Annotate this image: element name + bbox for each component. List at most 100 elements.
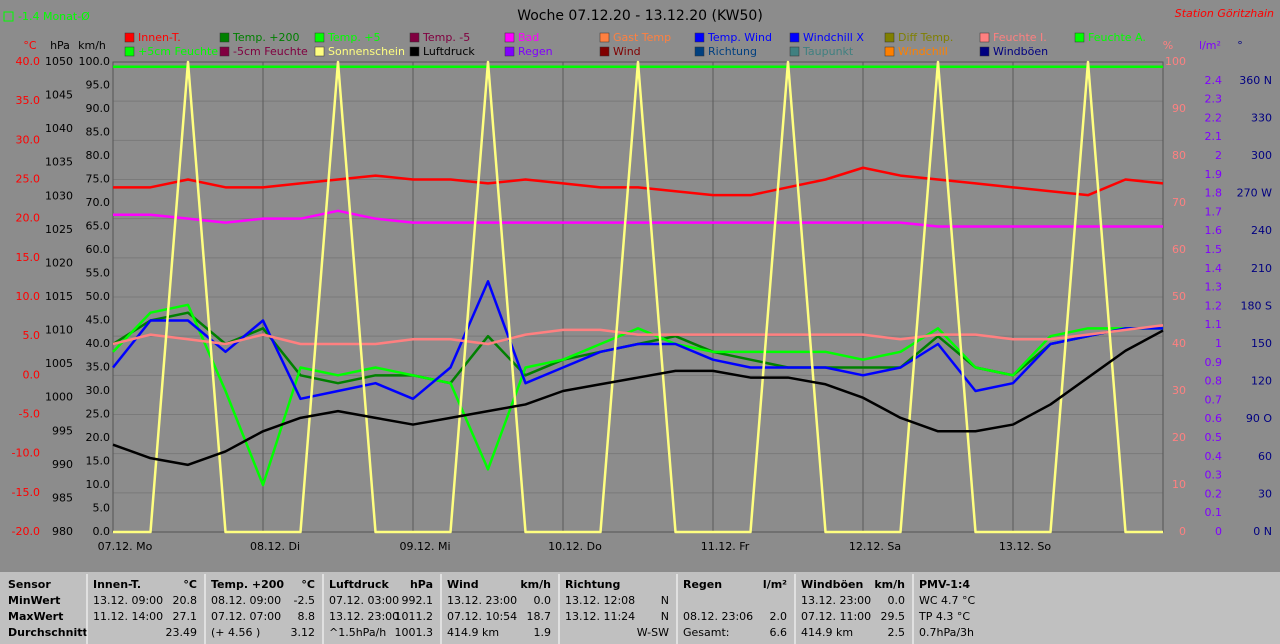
- y-tick-label: 55.0: [86, 267, 111, 280]
- y-tick-label: 15.0: [16, 251, 41, 264]
- cell: 2.5: [888, 626, 906, 639]
- y-tick-label: 270 W: [1237, 187, 1272, 200]
- legend-label: Richtung: [708, 45, 757, 58]
- y-tick-label: 300: [1251, 149, 1272, 162]
- y-tick-label: 25.0: [16, 173, 41, 186]
- legend-swatch: [124, 32, 135, 43]
- legend-swatch: [884, 32, 895, 43]
- y-tick-label: 0: [1215, 525, 1222, 538]
- column-title: Innen-T.: [93, 578, 141, 591]
- y-tick-label: 35.0: [16, 94, 41, 107]
- y-tick-label: 0.3: [1205, 469, 1223, 482]
- cell: 0.0: [888, 594, 906, 607]
- y-tick-label: 1035: [45, 156, 73, 169]
- x-tick-label: 13.12. So: [999, 540, 1051, 553]
- y-tick-label: 1.6: [1205, 224, 1223, 237]
- y-tick-label: 70: [1172, 196, 1186, 209]
- y-tick-label: 0.6: [1205, 412, 1223, 425]
- y-tick-label: 1015: [45, 290, 73, 303]
- cell: 1001.3: [395, 626, 434, 639]
- cell: N: [661, 594, 669, 607]
- legend-label: -5cm Feuchte: [233, 45, 308, 58]
- y-tick-label: 0.9: [1205, 356, 1223, 369]
- cell: 11.12. 14:00: [93, 610, 163, 623]
- legend-label: Temp. Wind: [707, 31, 772, 44]
- y-tick-label: 90 O: [1246, 412, 1272, 425]
- y-tick-label: 5.0: [23, 329, 41, 342]
- legend-swatch: [219, 32, 230, 43]
- x-tick-label: 07.12. Mo: [98, 540, 153, 553]
- y-tick-label: 0.0: [23, 368, 41, 381]
- y-tick-label: 0: [1179, 525, 1186, 538]
- cell: 414.9 km: [801, 626, 853, 639]
- y-tick-label: 1.9: [1205, 168, 1223, 181]
- x-tick-label: 08.12. Di: [250, 540, 300, 553]
- legend-label: Diff Temp.: [898, 31, 953, 44]
- y-tick-label: 95.0: [86, 79, 111, 92]
- axis-label: %: [1163, 39, 1173, 52]
- cell: 18.7: [527, 610, 552, 623]
- y-tick-label: 150: [1251, 337, 1272, 350]
- cell: WC 4.7 °C: [919, 594, 976, 607]
- row-label: Durchschnitt: [8, 626, 88, 639]
- cell: 07.12. 10:54: [447, 610, 517, 623]
- cell: N: [661, 610, 669, 623]
- legend-swatch: [979, 32, 990, 43]
- table-background: [0, 572, 1280, 644]
- row-label: Sensor: [8, 578, 51, 591]
- y-tick-label: 25.0: [86, 408, 111, 421]
- legend-label: Windböen: [993, 45, 1048, 58]
- row-label: MaxWert: [8, 610, 63, 623]
- x-tick-label: 09.12. Mi: [399, 540, 450, 553]
- cell: 8.8: [298, 610, 316, 623]
- legend-label: +5cm Feuchte: [138, 45, 218, 58]
- column-unit: °C: [183, 578, 197, 591]
- legend-swatch: [599, 32, 610, 43]
- y-tick-label: 2.4: [1205, 74, 1223, 87]
- axis-label: hPa: [50, 39, 70, 52]
- cell: 27.1: [173, 610, 198, 623]
- legend-swatch: [1074, 32, 1085, 43]
- y-tick-label: 50.0: [86, 290, 111, 303]
- y-tick-label: 10.0: [16, 290, 41, 303]
- legend-label: Sonnenschein: [328, 45, 405, 58]
- y-tick-label: 45.0: [86, 314, 111, 327]
- legend-swatch: [599, 46, 610, 57]
- x-tick-label: 12.12. Sa: [849, 540, 901, 553]
- cell: 07.12. 11:00: [801, 610, 871, 623]
- y-tick-label: -5.0: [19, 408, 40, 421]
- y-tick-label: 20: [1172, 431, 1186, 444]
- series-line: [112, 280, 1163, 401]
- y-tick-label: -10.0: [12, 447, 40, 460]
- series-line: [113, 60, 1163, 534]
- y-tick-label: -15.0: [12, 486, 40, 499]
- cell: 23.49: [166, 626, 198, 639]
- cell: 07.12. 03:00: [329, 594, 399, 607]
- legend-label: Windchill: [898, 45, 948, 58]
- cell: Gesamt:: [683, 626, 730, 639]
- monat-icon: [3, 11, 14, 22]
- legend-swatch: [789, 32, 800, 43]
- y-tick-label: 0.0: [93, 525, 111, 538]
- legend-label: Bad: [518, 31, 539, 44]
- y-tick-label: 60: [1172, 243, 1186, 256]
- cell: 13.12. 11:24: [565, 610, 635, 623]
- axis-label: °: [1237, 39, 1243, 52]
- y-tick-label: 100: [1165, 55, 1186, 68]
- y-tick-label: 995: [52, 424, 73, 437]
- y-tick-label: 0.4: [1205, 450, 1223, 463]
- y-tick-label: 2.3: [1205, 93, 1223, 106]
- series-line: [112, 303, 1163, 487]
- cell: 08.12. 09:00: [211, 594, 281, 607]
- y-tick-label: 85.0: [86, 126, 111, 139]
- legend-swatch: [694, 32, 705, 43]
- y-tick-label: 1: [1215, 337, 1222, 350]
- column-title: Richtung: [565, 578, 620, 591]
- legend-swatch: [409, 46, 420, 57]
- legend-label: Windchill X: [803, 31, 864, 44]
- legend-swatch: [314, 32, 325, 43]
- y-tick-label: 5.0: [93, 502, 111, 515]
- legend-swatch: [409, 32, 420, 43]
- cell: 13.12. 23:00: [329, 610, 399, 623]
